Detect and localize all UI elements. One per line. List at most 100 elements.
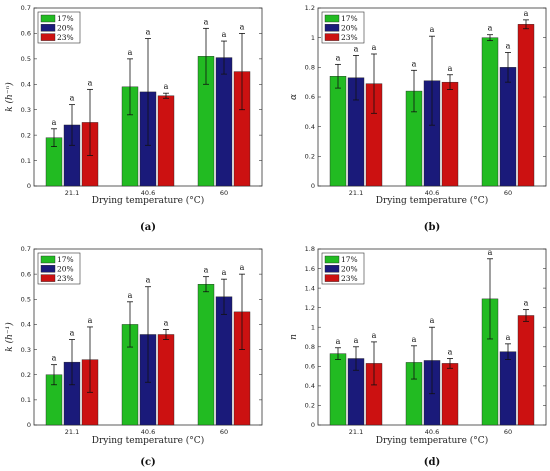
bar	[517, 24, 535, 187]
significance-letter: a	[430, 316, 435, 325]
legend-label: 20%	[341, 265, 358, 274]
x-tick-label: 21.1	[65, 189, 79, 197]
y-tick-label: 0	[27, 182, 31, 190]
y-tick-label: 1.2	[305, 304, 315, 312]
significance-letter: a	[204, 17, 209, 26]
significance-letter: a	[128, 48, 133, 57]
significance-letter: a	[372, 43, 377, 52]
legend-swatch	[324, 265, 340, 273]
significance-letter: a	[128, 291, 133, 300]
legend-label: 23%	[341, 274, 358, 283]
significance-letter: a	[524, 9, 529, 18]
bar	[329, 353, 347, 426]
bar	[197, 284, 215, 426]
y-axis-label: n	[289, 334, 299, 340]
bar	[215, 296, 233, 426]
y-tick-label: 0.4	[305, 123, 315, 131]
significance-letter: a	[430, 25, 435, 34]
bar	[157, 334, 175, 426]
significance-letter: a	[240, 22, 245, 31]
y-axis-label: k (h⁻¹)	[4, 322, 15, 352]
legend-label: 20%	[57, 24, 74, 33]
y-tick-label: 0.8	[305, 343, 315, 351]
y-tick-label: 1.6	[305, 265, 315, 273]
y-tick-label: 0	[311, 182, 315, 190]
significance-letter: a	[354, 44, 359, 53]
significance-letter: a	[52, 118, 57, 127]
y-tick-label: 0.1	[21, 396, 31, 404]
x-axis-label: Drying temperature (°C)	[376, 435, 488, 446]
legend-swatch	[324, 24, 340, 32]
significance-letter: a	[336, 337, 341, 346]
legend-swatch	[40, 14, 56, 23]
y-tick-label: 1.4	[305, 284, 315, 292]
y-tick-label: 0.4	[21, 321, 31, 329]
y-tick-label: 0.6	[305, 363, 315, 371]
significance-letter: a	[506, 333, 511, 342]
significance-letter: a	[372, 331, 377, 340]
significance-letter: a	[146, 276, 151, 285]
x-tick-label: 60	[504, 189, 512, 197]
x-tick-label: 21.1	[349, 428, 363, 436]
legend-label: 23%	[57, 33, 74, 42]
significance-letter: a	[412, 59, 417, 68]
legend-label: 17%	[57, 14, 74, 23]
y-tick-label: 0.6	[21, 30, 31, 38]
significance-letter: a	[354, 336, 359, 345]
y-axis-label: k (h⁻ⁿ)	[4, 82, 15, 112]
bar	[157, 95, 175, 187]
legend-swatch	[40, 33, 56, 41]
significance-letter: a	[88, 316, 93, 325]
legend-swatch	[40, 24, 56, 32]
panel-label: (a)	[140, 222, 156, 233]
significance-letter: a	[222, 30, 227, 39]
y-tick-label: 0.2	[305, 402, 315, 410]
significance-letter: a	[448, 348, 453, 357]
legend-swatch	[324, 274, 340, 282]
significance-letter: a	[336, 53, 341, 62]
y-tick-label: 0.3	[21, 106, 31, 114]
y-tick-label: 1.8	[305, 245, 315, 253]
y-tick-label: 1.2	[305, 4, 315, 12]
bar	[499, 351, 517, 426]
bar	[441, 363, 459, 426]
y-tick-label: 0.8	[305, 64, 315, 72]
panel-label: (c)	[140, 457, 156, 468]
significance-letter: a	[70, 329, 75, 338]
y-tick-label: 0.7	[21, 245, 31, 253]
x-axis-label: Drying temperature (°C)	[92, 435, 204, 446]
legend-label: 17%	[341, 14, 358, 23]
x-tick-label: 60	[220, 428, 228, 436]
legend-swatch	[40, 274, 56, 282]
significance-letter: a	[164, 318, 169, 327]
legend-label: 20%	[57, 265, 74, 274]
y-tick-label: 0.4	[21, 80, 31, 88]
significance-letter: a	[70, 94, 75, 103]
legend-label: 23%	[57, 274, 74, 283]
y-tick-label: 0.5	[21, 295, 31, 303]
bar	[481, 37, 499, 187]
x-axis-label: Drying temperature (°C)	[376, 195, 488, 206]
significance-letter: a	[524, 299, 529, 308]
x-tick-label: 60	[220, 189, 228, 197]
significance-letter: a	[506, 42, 511, 51]
y-tick-label: 0.2	[21, 131, 31, 139]
significance-letter: a	[146, 28, 151, 37]
bar	[499, 67, 517, 187]
significance-letter: a	[412, 335, 417, 344]
legend-label: 17%	[57, 255, 74, 264]
x-tick-label: 40.6	[425, 428, 439, 436]
bar	[441, 81, 459, 187]
legend-swatch	[324, 14, 340, 23]
y-axis-label: α	[289, 94, 299, 100]
y-tick-label: 0.2	[305, 153, 315, 161]
legend-swatch	[324, 255, 340, 264]
x-tick-label: 21.1	[349, 189, 363, 197]
x-axis-label: Drying temperature (°C)	[92, 195, 204, 206]
panel-label: (d)	[424, 457, 440, 468]
y-tick-label: 1	[311, 34, 315, 42]
y-tick-label: 0.4	[305, 382, 315, 390]
x-tick-label: 40.6	[141, 189, 155, 197]
significance-letter: a	[222, 268, 227, 277]
